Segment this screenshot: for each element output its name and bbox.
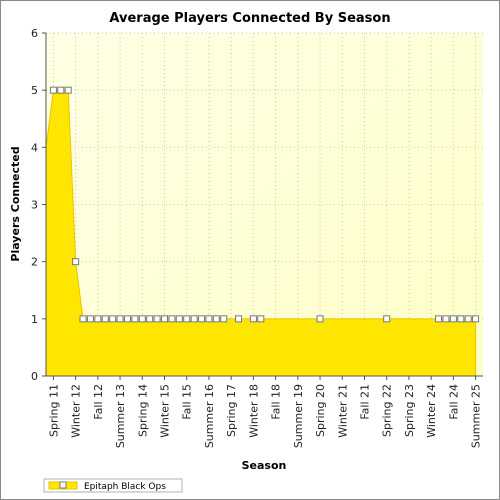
data-point-marker <box>72 258 80 266</box>
y-tick-label: 0 <box>31 370 38 383</box>
data-point-marker <box>131 315 139 323</box>
data-point-marker <box>198 315 206 323</box>
x-tick-label: Summer 19 <box>292 384 305 448</box>
x-tick-label: Spring 23 <box>403 384 416 437</box>
data-point-marker <box>86 315 94 323</box>
x-tick-label: Fall 12 <box>92 384 105 420</box>
x-tick-label: Summer 13 <box>114 384 127 448</box>
legend-label: Epitaph Black Ops <box>84 482 166 492</box>
x-tick-label: Fall 18 <box>270 384 283 420</box>
x-tick-label: Spring 14 <box>136 384 149 437</box>
x-tick-label: Spring 22 <box>381 384 394 437</box>
series-markers <box>49 86 480 323</box>
data-point-marker <box>153 315 161 323</box>
data-point-marker <box>449 315 457 323</box>
data-point-marker <box>101 315 109 323</box>
y-axis-title: Players Connected <box>9 146 22 261</box>
y-tick-label: 1 <box>31 313 38 326</box>
legend-box <box>43 478 183 493</box>
data-point-marker <box>168 315 176 323</box>
y-tick-label: 3 <box>31 199 38 212</box>
data-point-marker <box>257 315 265 323</box>
data-point-marker <box>94 315 102 323</box>
y-tick-label: 6 <box>31 27 38 40</box>
data-point-marker <box>57 86 65 94</box>
data-point-marker <box>383 315 391 323</box>
x-tick-label: Fall 24 <box>447 384 460 420</box>
data-point-marker <box>123 315 131 323</box>
data-point-marker <box>183 315 191 323</box>
x-tick-label: Spring 17 <box>225 384 238 437</box>
y-tick-label: 5 <box>31 84 38 97</box>
data-point-marker <box>116 315 124 323</box>
data-point-marker <box>249 315 257 323</box>
data-point-marker <box>161 315 169 323</box>
data-point-marker <box>220 315 228 323</box>
data-point-marker <box>190 315 198 323</box>
x-tick-label: Fall 15 <box>181 384 194 420</box>
data-point-marker <box>435 315 443 323</box>
legend: Epitaph Black Ops <box>43 478 183 493</box>
axes <box>42 32 483 380</box>
y-tick-label: 2 <box>31 256 38 269</box>
x-tick-label: Winter 18 <box>247 384 260 438</box>
x-tick-label: Spring 20 <box>314 384 327 437</box>
data-point-marker <box>138 315 146 323</box>
x-tick-label: Fall 21 <box>358 384 371 420</box>
data-point-marker <box>316 315 324 323</box>
data-point-marker <box>79 315 87 323</box>
data-point-marker <box>472 315 480 323</box>
x-tick-label: Winter 15 <box>159 384 172 438</box>
x-tick-label: Summer 16 <box>203 384 216 448</box>
data-point-marker <box>442 315 450 323</box>
legend-marker <box>59 481 67 489</box>
data-point-marker <box>49 86 57 94</box>
data-point-marker <box>109 315 117 323</box>
x-tick-label: Summer 25 <box>470 384 483 448</box>
data-point-marker <box>464 315 472 323</box>
data-point-marker <box>457 315 465 323</box>
data-point-marker <box>205 315 213 323</box>
data-point-marker <box>175 315 183 323</box>
x-tick-label: Spring 11 <box>47 384 60 437</box>
x-tick-label: Winter 21 <box>336 384 349 438</box>
data-point-marker <box>146 315 154 323</box>
data-point-marker <box>64 86 72 94</box>
data-point-marker <box>212 315 220 323</box>
data-point-marker <box>235 315 243 323</box>
x-tick-label: Winter 12 <box>70 384 83 438</box>
x-tick-label: Winter 24 <box>425 384 438 438</box>
x-axis-title: Season <box>242 459 287 472</box>
x-tick-labels: Spring 11 Winter 12 Fall 12 Summer 13 Spring… <box>47 384 482 448</box>
y-tick-label: 4 <box>31 141 38 154</box>
y-tick-labels: 0 1 2 3 4 5 6 <box>31 27 38 383</box>
chart-title: Average Players Connected By Season <box>109 11 390 26</box>
